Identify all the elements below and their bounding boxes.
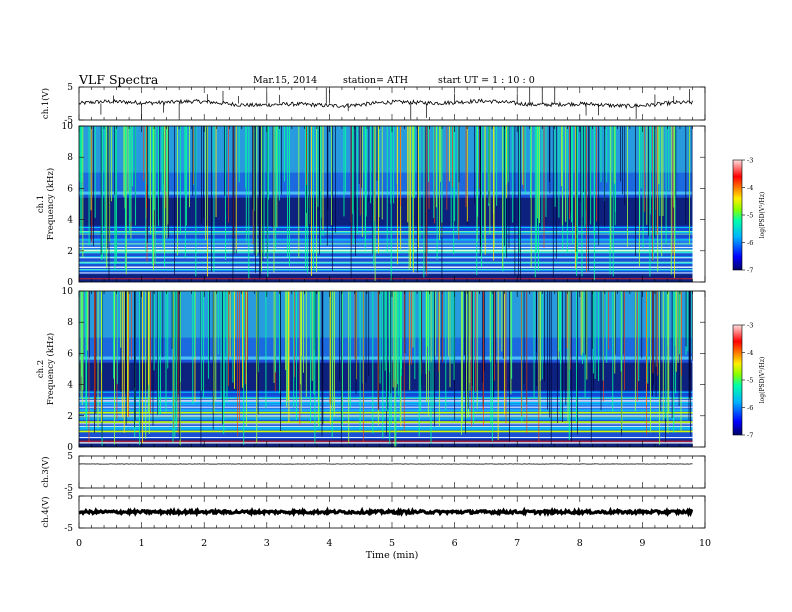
x-tick-label: 4	[326, 538, 332, 549]
ch2-spectrogram-colorbar: -3 -4 -5 -6 -7 log(PSD(V²/Hz)	[732, 322, 766, 440]
y-tick-label: 5	[67, 83, 73, 93]
colorbar-scale	[732, 159, 743, 271]
y-axis-label: Frequency (kHz)	[45, 333, 56, 405]
colorbar-tick-label: -3	[747, 322, 753, 330]
ch4-waveform-panel: 5 -5 ch.4(V)	[40, 492, 706, 534]
figure-title: VLF Spectra	[78, 72, 159, 87]
x-tick-label: 10	[699, 538, 711, 549]
ch1-waveform-trace	[78, 98, 693, 110]
colorbar-tick-label: -3	[747, 157, 753, 165]
station-label: station= ATH	[343, 75, 408, 86]
x-tick-label: 0	[76, 538, 82, 549]
spectrogram-band	[79, 362, 693, 391]
x-axis: 0 1 2 3 4 5 6 7 8 9 10	[76, 538, 711, 549]
spectrogram-band	[79, 197, 693, 226]
y-tick-label: 6	[67, 349, 73, 359]
start-time-label: start UT = 1 : 10 : 0	[438, 75, 535, 86]
colorbar-tick-label: -6	[747, 404, 753, 412]
ch2-spectrogram-panel: 10 8 6 4 2 0 ch.2 Frequency (kHz)	[36, 287, 706, 453]
x-tick-label: 7	[514, 538, 520, 549]
colorbars: -3 -4 -5 -6 -7 log(PSD(V²/Hz) -3 -4 -5 -6 -7 log(PS…	[732, 157, 766, 440]
y-axis-label: ch.1(V)	[40, 88, 51, 119]
x-tick-label: 9	[639, 538, 645, 549]
ch1-spectrogram-panel: 10 8 6 4 2 0 ch.1 Frequency (kHz)	[36, 122, 706, 288]
x-tick-label: 1	[139, 538, 145, 549]
ch3-waveform-panel: 5 -5 ch.3(V)	[40, 452, 706, 494]
colorbar-label: log(PSD(V²/Hz)	[759, 192, 766, 239]
x-axis-label: Time (min)	[366, 550, 419, 561]
spectrogram-band	[79, 172, 693, 192]
y-tick-label: 0	[67, 278, 73, 288]
y-tick-label: 8	[67, 153, 73, 163]
x-tick-label: 8	[577, 538, 583, 549]
ch1-spectrogram-colorbar: -3 -4 -5 -6 -7 log(PSD(V²/Hz)	[732, 157, 766, 275]
y-tick-label: 5	[67, 492, 73, 502]
y-tick-label: 4	[67, 381, 73, 391]
spectrogram-band	[79, 291, 693, 338]
y-tick-label: -5	[64, 524, 73, 534]
y-tick-label: 8	[67, 318, 73, 328]
spectrogram-band	[79, 274, 693, 282]
spectrogram-band	[79, 191, 693, 195]
colorbar-tick-label: -5	[747, 212, 753, 220]
colorbar-tick-label: -4	[747, 184, 753, 192]
y-tick-label: 2	[67, 412, 73, 422]
y-tick-label: 10	[62, 287, 74, 297]
spectrogram-band	[79, 356, 693, 360]
colorbar-tick-label: -6	[747, 239, 753, 247]
y-tick-label: 0	[67, 443, 73, 453]
colorbar-scale	[732, 324, 743, 436]
ch4-waveform-trace	[78, 506, 694, 518]
x-tick-label: 3	[264, 538, 270, 549]
y-axis-label: ch.2	[36, 360, 46, 378]
x-tick-label: 6	[452, 538, 458, 549]
x-tick-label: 2	[201, 538, 207, 549]
colorbar-tick-label: -7	[747, 432, 753, 440]
colorbar-tick-label: -5	[747, 377, 753, 385]
y-axis-label: Frequency (kHz)	[45, 168, 56, 240]
y-axis-label: ch.4(V)	[40, 496, 51, 527]
x-tick-label: 5	[389, 538, 395, 549]
y-tick-label: -5	[64, 484, 73, 494]
date-label: Mar.15, 2014	[253, 75, 317, 86]
colorbar-label: log(PSD(V²/Hz)	[759, 357, 766, 404]
spectrogram-band	[79, 337, 693, 357]
ch1-waveform-panel: 5 -5 ch.1(V)	[40, 83, 706, 126]
y-axis-label: ch.3(V)	[40, 456, 51, 487]
y-axis-label: ch.1	[36, 195, 46, 213]
y-tick-label: 10	[62, 122, 74, 132]
spectrogram-band	[79, 126, 693, 173]
spectrogram-band	[79, 403, 693, 416]
y-tick-label: 4	[67, 216, 73, 226]
y-tick-label: 6	[67, 184, 73, 194]
y-tick-label: 2	[67, 247, 73, 257]
colorbar-tick-label: -4	[747, 349, 753, 357]
colorbar-tick-label: -7	[747, 267, 753, 275]
y-tick-label: 5	[67, 452, 73, 462]
y-tick-label: -5	[64, 116, 73, 126]
